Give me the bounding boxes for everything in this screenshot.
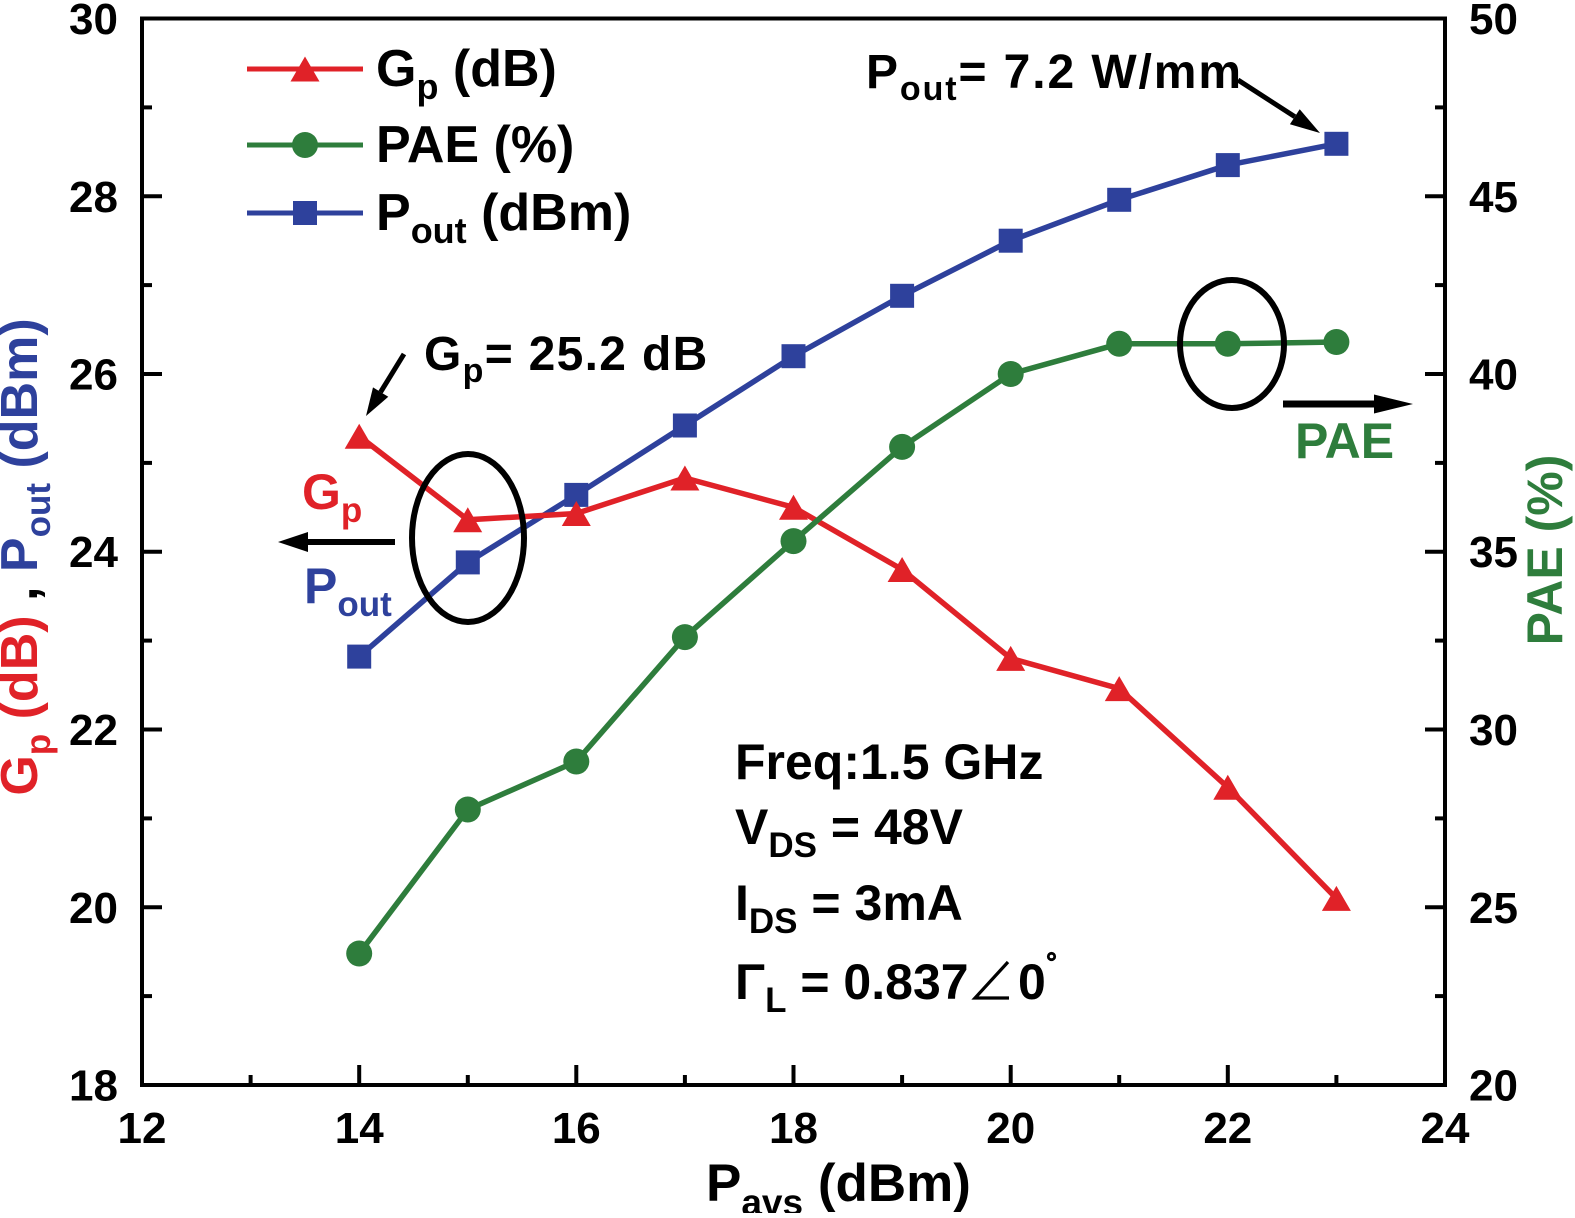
svg-text:35: 35 <box>1469 528 1518 577</box>
svg-text:VDS = 48V: VDS = 48V <box>735 799 964 865</box>
svg-text:20: 20 <box>1469 1062 1518 1111</box>
svg-text:Pout (dBm): Pout (dBm) <box>376 184 631 251</box>
svg-text:50: 50 <box>1469 0 1518 44</box>
svg-text:Gp (dB): Gp (dB) <box>376 40 557 107</box>
svg-text:18: 18 <box>769 1104 818 1153</box>
svg-text:18: 18 <box>69 1062 118 1111</box>
svg-text:16: 16 <box>552 1104 601 1153</box>
svg-text:26: 26 <box>69 351 118 400</box>
svg-text:PAE: PAE <box>1295 413 1394 469</box>
svg-text:22: 22 <box>69 706 118 755</box>
svg-text:12: 12 <box>118 1104 167 1153</box>
svg-text:PAE (%): PAE (%) <box>1517 455 1573 646</box>
svg-text:45: 45 <box>1469 173 1518 222</box>
svg-text:40: 40 <box>1469 351 1518 400</box>
svg-text:22: 22 <box>1203 1104 1252 1153</box>
svg-text:14: 14 <box>335 1104 384 1153</box>
svg-text:25: 25 <box>1469 884 1518 933</box>
svg-text:0: 0 <box>1018 954 1046 1010</box>
svg-text:24: 24 <box>69 528 118 577</box>
svg-text:28: 28 <box>69 173 118 222</box>
svg-text:20: 20 <box>69 884 118 933</box>
svg-text:Freq:1.5 GHz: Freq:1.5 GHz <box>735 734 1043 790</box>
svg-text:PAE (%): PAE (%) <box>376 116 574 174</box>
svg-text:30: 30 <box>69 0 118 44</box>
svg-text:24: 24 <box>1421 1104 1470 1153</box>
svg-text:20: 20 <box>986 1104 1035 1153</box>
svg-text:ΓL = 0.837: ΓL = 0.837 <box>735 954 969 1020</box>
svg-text:Gp (dB) , Pout (dBm): Gp (dB) , Pout (dBm) <box>0 318 58 795</box>
svg-text:30: 30 <box>1469 706 1518 755</box>
